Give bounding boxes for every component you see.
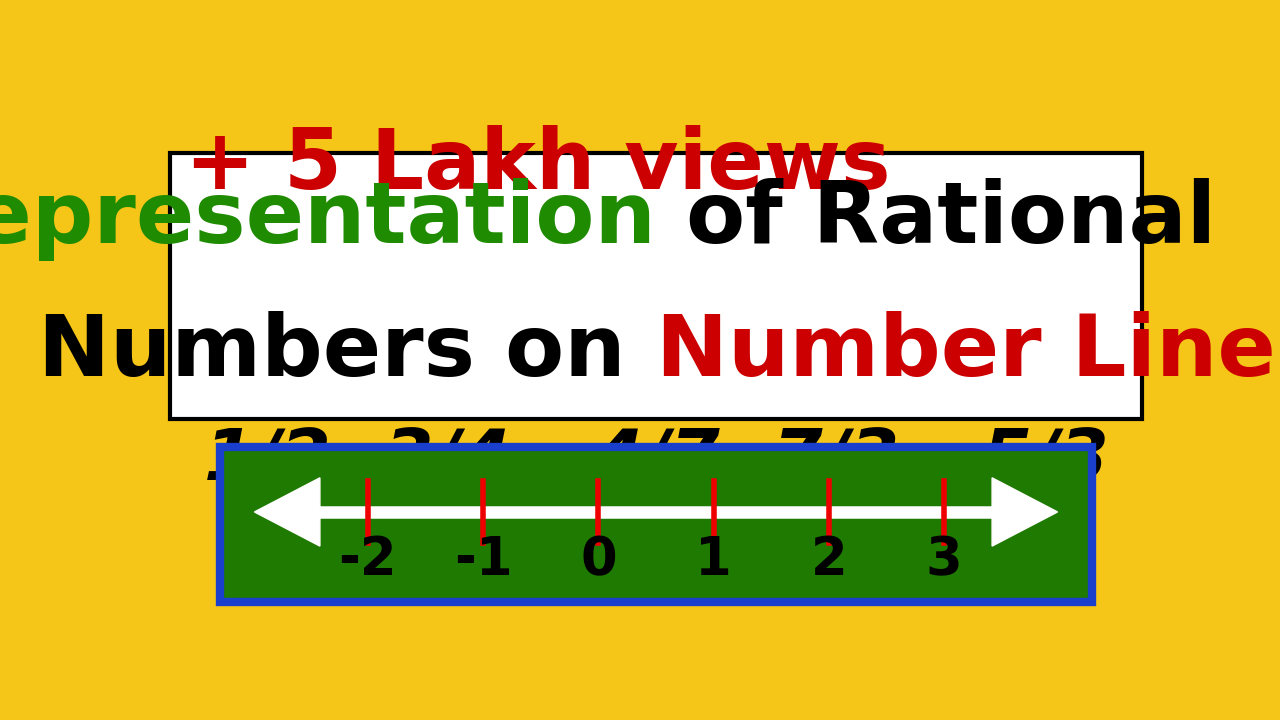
Polygon shape [255,478,320,546]
Text: 3: 3 [925,534,963,587]
Text: + 5 Lakh views: + 5 Lakh views [184,125,891,206]
Text: -2: -2 [339,534,397,587]
Text: Numbers on: Numbers on [38,311,657,394]
Text: 2: 2 [810,534,847,587]
Text: Representation: Representation [0,178,657,261]
Text: -1: -1 [454,534,512,587]
Text: of Rational: of Rational [657,178,1216,261]
FancyBboxPatch shape [220,446,1093,602]
FancyBboxPatch shape [170,153,1142,419]
Text: Number Line: Number Line [657,311,1276,394]
Text: 1: 1 [695,534,732,587]
Text: 0: 0 [580,534,617,587]
Text: 1/2, 3/4, -4/7, 7/3, -5/3: 1/2, 3/4, -4/7, 7/3, -5/3 [204,426,1108,495]
Polygon shape [992,478,1057,546]
